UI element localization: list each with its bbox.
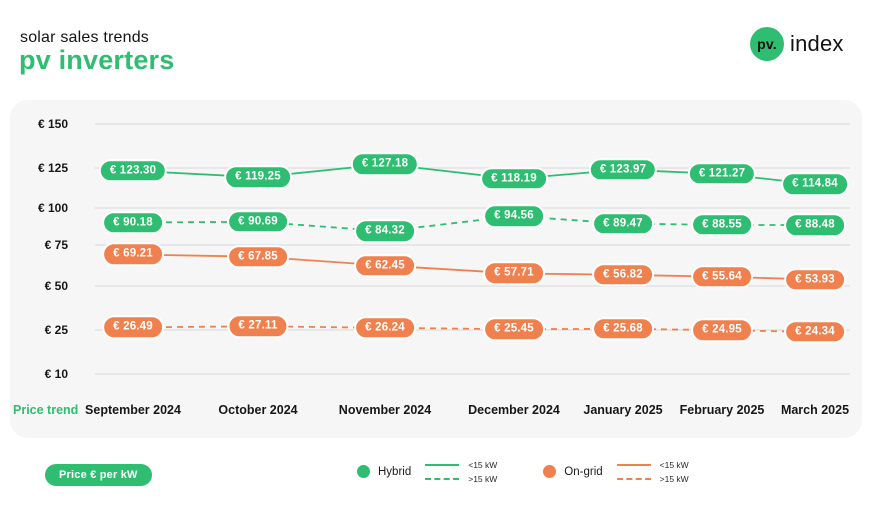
pv-index-logo: pv. index	[750, 27, 844, 61]
legend-size-label: <15 kW	[659, 459, 689, 470]
x-tick-label-september-2024: September 2024	[85, 403, 181, 417]
x-tick-label-january-2025: January 2025	[583, 403, 663, 417]
x-tick-label-december-2024: December 2024	[468, 403, 560, 417]
logo-wordmark: index	[790, 31, 844, 56]
y-tick-label-125: € 125	[37, 161, 68, 175]
legend-entry-on-grid-15-kw: <15 kW	[616, 459, 689, 470]
legend-group-on-grid: On-grid <15 kW >15 kW	[543, 459, 689, 484]
x-tick-label-october-2024: October 2024	[218, 403, 298, 417]
legend-entry-hybrid-15-kw: <15 kW	[425, 459, 498, 470]
data-badge-hybrid-15-kw-january-2025: € 123.97	[588, 157, 658, 182]
dashed-line-icon	[425, 477, 460, 480]
data-badge-on-grid-15-kw-october-2024: € 27.11	[227, 314, 289, 339]
legend-entry-hybrid-15-kw: >15 kW	[425, 473, 498, 484]
data-badge-on-grid-15-kw-february-2025: € 55.64	[691, 265, 753, 289]
legend-line-samples: <15 kW >15 kW	[616, 459, 689, 484]
data-badge-hybrid-15-kw-november-2024: € 84.32	[354, 219, 416, 243]
data-badge-hybrid-15-kw-february-2025: € 88.55	[691, 213, 753, 237]
data-badge-on-grid-15-kw-january-2025: € 25.68	[592, 317, 654, 341]
data-badge-on-grid-15-kw-september-2024: € 26.49	[102, 315, 164, 340]
x-tick-label-march-2025: March 2025	[780, 403, 850, 417]
data-badge-on-grid-15-kw-january-2025: € 56.82	[592, 263, 654, 287]
y-tick-label-100: € 100	[37, 201, 68, 215]
y-tick-label-10: € 10	[44, 367, 68, 381]
legend-group-hybrid: Hybrid <15 kW >15 kW	[357, 459, 498, 484]
x-tick-label-november-2024: November 2024	[338, 403, 432, 417]
logo-circle-icon: pv.	[750, 27, 784, 61]
solid-line-icon	[425, 463, 460, 466]
solid-line-icon	[616, 463, 651, 466]
chart-legend: Hybrid <15 kW >15 kW On-grid <15 kW >15 kW	[357, 459, 689, 484]
y-tick-label-75: € 75	[44, 238, 68, 252]
data-badge-on-grid-15-kw-november-2024: € 26.24	[354, 316, 416, 340]
x-axis-title: Price trend	[13, 403, 79, 417]
data-badge-hybrid-15-kw-january-2025: € 89.47	[592, 211, 654, 236]
legend-line-samples: <15 kW >15 kW	[425, 459, 498, 484]
data-badge-hybrid-15-kw-december-2024: € 94.56	[483, 204, 545, 228]
x-tick-label-february-2025: February 2025	[679, 403, 765, 417]
legend-dot-icon-hybrid	[357, 465, 370, 478]
data-badge-on-grid-15-kw-march-2025: € 24.34	[784, 320, 846, 344]
data-badge-on-grid-15-kw-february-2025: € 24.95	[691, 318, 753, 342]
data-badge-on-grid-15-kw-november-2024: € 62.45	[354, 253, 416, 278]
legend-name-hybrid: Hybrid	[378, 465, 412, 478]
data-badge-on-grid-15-kw-december-2024: € 57.71	[483, 261, 545, 286]
data-badge-hybrid-15-kw-october-2024: € 90.69	[227, 210, 289, 234]
data-badge-on-grid-15-kw-september-2024: € 69.21	[102, 242, 164, 267]
data-badge-hybrid-15-kw-october-2024: € 119.25	[224, 165, 292, 189]
legend-size-label: <15 kW	[468, 459, 498, 470]
legend-entry-on-grid-15-kw: >15 kW	[616, 473, 689, 484]
dashed-line-icon	[616, 477, 651, 480]
data-badge-hybrid-15-kw-september-2024: € 123.30	[98, 158, 168, 183]
data-badge-hybrid-15-kw-december-2024: € 118.19	[480, 167, 548, 191]
legend-size-label: >15 kW	[659, 473, 689, 484]
legend-size-label: >15 kW	[468, 473, 498, 484]
y-tick-label-50: € 50	[44, 279, 68, 293]
data-badge-hybrid-15-kw-november-2024: € 127.18	[350, 152, 420, 176]
data-badge-hybrid-15-kw-march-2025: € 114.84	[781, 172, 849, 196]
y-tick-label-25: € 25	[44, 323, 68, 337]
data-badge-on-grid-15-kw-december-2024: € 25.45	[483, 317, 545, 341]
data-badge-on-grid-15-kw-march-2025: € 53.93	[784, 267, 846, 292]
price-unit-pill: Price € per kW	[45, 464, 152, 486]
logo-circle-text: pv.	[757, 36, 777, 52]
y-tick-label-150: € 150	[37, 117, 68, 131]
data-badge-hybrid-15-kw-september-2024: € 90.18	[102, 210, 164, 235]
page-title: pv inverters	[19, 45, 175, 75]
data-badge-hybrid-15-kw-february-2025: € 121.27	[687, 162, 757, 186]
legend-name-on-grid: On-grid	[564, 465, 603, 478]
data-badge-hybrid-15-kw-march-2025: € 88.48	[784, 213, 846, 237]
data-badge-on-grid-15-kw-october-2024: € 67.85	[227, 244, 289, 269]
page-subtitle: solar sales trends	[20, 29, 149, 46]
legend-dot-icon-on-grid	[543, 465, 557, 478]
